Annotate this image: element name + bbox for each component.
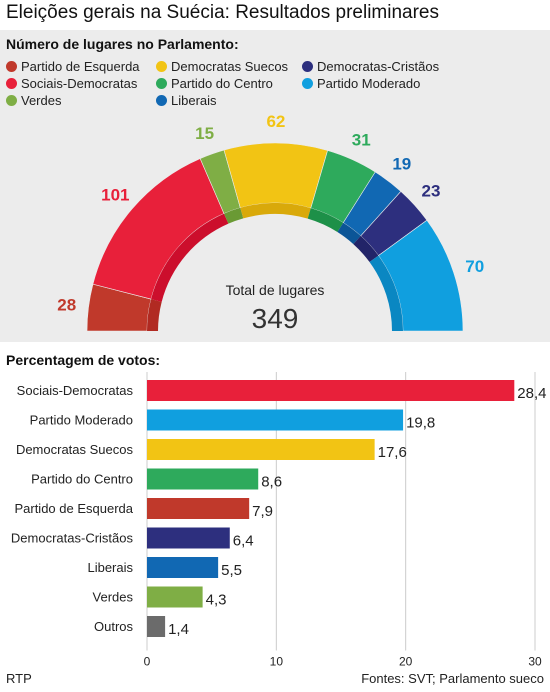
legend-swatch <box>6 95 17 106</box>
legend-item: Liberais <box>156 93 217 108</box>
legend-item: Democratas Suecos <box>156 59 288 74</box>
seat-sector <box>92 158 229 302</box>
category-label: Partido do Centro <box>31 472 133 487</box>
total-seats-value: 349 <box>252 303 299 334</box>
legend-swatch <box>6 61 17 72</box>
footer-sources: Fontes: SVT; Parlamento sueco <box>361 671 544 686</box>
vote-bar <box>147 439 375 460</box>
value-label: 6,4 <box>233 533 254 550</box>
value-label: 7,9 <box>252 503 273 520</box>
seat-count-label: 28 <box>57 296 76 315</box>
x-tick-label: 20 <box>399 655 413 669</box>
value-label: 8,6 <box>261 474 282 491</box>
x-tick-label: 30 <box>528 655 542 669</box>
legend-label: Democratas-Cristãos <box>317 59 440 74</box>
vote-bar <box>147 616 166 637</box>
seat-sector-inner <box>224 207 244 224</box>
seat-sector-inner <box>240 203 311 219</box>
seats-section-label: Número de lugares no Parlamento: <box>6 36 239 52</box>
category-label: Liberais <box>87 560 133 575</box>
seat-sector-inner <box>337 222 361 245</box>
seat-sector-inner <box>151 213 229 302</box>
category-label: Partido Moderado <box>30 413 133 428</box>
legend-swatch <box>156 95 167 106</box>
chart-title: Eleições gerais na Suécia: Resultados pr… <box>6 2 440 23</box>
vote-bar <box>147 527 230 549</box>
seat-count-label: 23 <box>422 181 441 200</box>
legend-label: Partido de Esquerda <box>21 59 140 74</box>
total-seats-label: Total de lugares <box>226 282 325 298</box>
legend-label: Partido do Centro <box>171 76 273 91</box>
seat-sector <box>369 219 464 332</box>
seat-sector-inner <box>353 235 379 263</box>
legend-item: Verdes <box>6 93 61 108</box>
category-label: Democratas-Cristãos <box>11 531 134 546</box>
footer-rtp: RTP <box>6 671 32 686</box>
value-label: 4,3 <box>206 592 227 609</box>
vote-bar <box>147 557 219 578</box>
vote-bar <box>147 380 515 401</box>
seat-count-label: 62 <box>266 112 285 131</box>
seat-sector-inner <box>147 299 162 331</box>
value-label: 5,5 <box>221 562 242 579</box>
legend-swatch <box>302 78 313 89</box>
legend-swatch <box>156 61 167 72</box>
category-label: Outros <box>94 619 134 634</box>
category-label: Verdes <box>93 590 134 605</box>
seat-count-label: 31 <box>352 131 371 150</box>
seat-count-label: 70 <box>465 257 484 276</box>
legend-item: Democratas-Cristãos <box>302 59 439 74</box>
category-label: Democratas Suecos <box>16 442 134 457</box>
legend-item: Sociais-Democratas <box>6 76 137 91</box>
legend-item: Partido de Esquerda <box>6 59 140 74</box>
legend-item: Partido Moderado <box>302 76 420 91</box>
seat-sector-outer <box>223 142 328 209</box>
legend-item: Partido do Centro <box>156 76 273 91</box>
seat-count-label: 15 <box>195 124 214 143</box>
legend-swatch <box>6 78 17 89</box>
seats-hemicycle-chart: 28 101 15 62 31 19 23 70 Total de lugares 349 <box>57 112 484 334</box>
vote-bar <box>147 409 404 431</box>
legend-label: Partido Moderado <box>317 76 421 91</box>
seat-sector-inner <box>369 255 403 331</box>
vote-bar <box>147 498 250 519</box>
seats-panel: Número de lugares no Parlamento: Partido… <box>0 30 550 342</box>
vote-bar <box>147 586 203 608</box>
seat-count-label: 101 <box>101 186 129 205</box>
votes-bar-chart: Sociais-Democratas Partido Moderado Democr… <box>11 372 547 669</box>
value-label: 17,6 <box>378 444 407 461</box>
legend-swatch <box>302 61 313 72</box>
legend-label: Liberais <box>171 93 217 108</box>
legend-label: Democratas Suecos <box>171 59 289 74</box>
x-tick-label: 0 <box>144 655 151 669</box>
legend-swatch <box>156 78 167 89</box>
seat-sector <box>86 283 162 332</box>
legend-label: Verdes <box>21 93 62 108</box>
vote-bar <box>147 468 259 490</box>
votes-section-label: Percentagem de votos: <box>6 352 161 368</box>
legend-label: Sociais-Democratas <box>21 76 138 91</box>
seat-sector-inner <box>307 208 344 233</box>
x-tick-label: 10 <box>270 655 284 669</box>
value-label: 1,4 <box>168 621 189 638</box>
category-label: Partido de Esquerda <box>14 501 133 516</box>
value-label: 19,8 <box>406 415 435 432</box>
category-label: Sociais-Democratas <box>17 383 134 398</box>
seat-count-label: 19 <box>392 155 411 174</box>
value-label: 28,4 <box>517 385 546 402</box>
